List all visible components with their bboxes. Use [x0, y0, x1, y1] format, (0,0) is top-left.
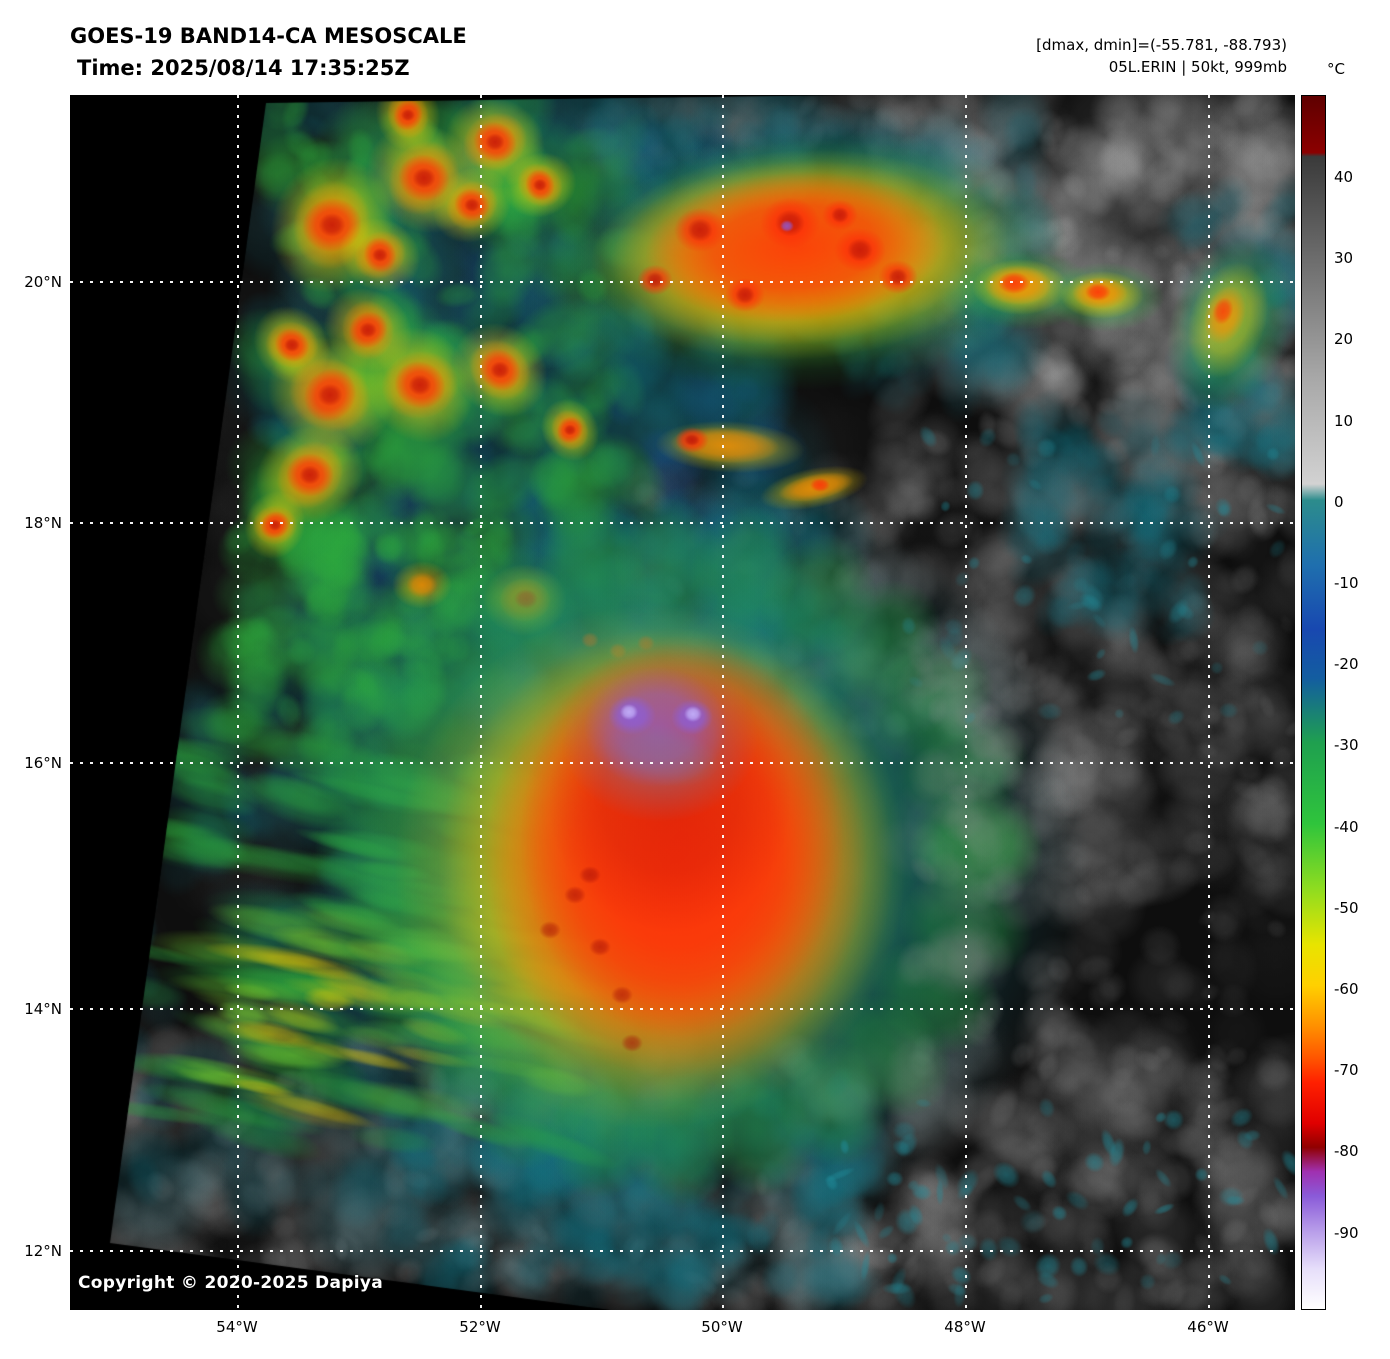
colorbar-tick-label: -80	[1334, 1142, 1359, 1160]
temperature-colorbar	[1301, 95, 1326, 1310]
lon-label-52w: 52°W	[459, 1318, 501, 1336]
colorbar-tick-label: -70	[1334, 1061, 1359, 1079]
dmax-dmin-label: [dmax, dmin]=(-55.781, -88.793)	[1036, 36, 1287, 54]
lon-label-46w: 46°W	[1187, 1318, 1229, 1336]
colorbar-tick-label: -30	[1334, 736, 1359, 754]
lat-label-18n: 18°N	[24, 514, 62, 532]
page-title: GOES-19 BAND14-CA MESOSCALE	[70, 24, 467, 48]
gridline-lat-20n	[70, 281, 1295, 283]
lon-label-50w: 50°W	[701, 1318, 743, 1336]
colorbar-tick-label: -60	[1334, 980, 1359, 998]
timestamp-label: Time: 2025/08/14 17:35:25Z	[77, 56, 410, 80]
colorbar-tick-label: 40	[1334, 168, 1354, 186]
gridline-lon-46w	[1208, 95, 1210, 1310]
colorbar-tick-label: -40	[1334, 818, 1359, 836]
gridline-lat-12n	[70, 1250, 1295, 1252]
gridline-lat-18n	[70, 522, 1295, 524]
lat-label-20n: 20°N	[24, 273, 62, 291]
satellite-image-canvas	[70, 95, 1295, 1310]
colorbar-tick-label: -20	[1334, 655, 1359, 673]
colorbar-unit-label: °C	[1327, 60, 1345, 78]
gridline-lon-52w	[480, 95, 482, 1310]
gridline-lat-14n	[70, 1008, 1295, 1010]
colorbar-tick-label: 0	[1334, 493, 1344, 511]
lon-label-48w: 48°W	[944, 1318, 986, 1336]
lon-label-54w: 54°W	[216, 1318, 258, 1336]
colorbar-tick-label: 20	[1334, 330, 1354, 348]
satellite-plot: Copyright © 2020-2025 Dapiya	[70, 95, 1295, 1310]
copyright-label: Copyright © 2020-2025 Dapiya	[78, 1273, 383, 1293]
lat-label-14n: 14°N	[24, 1000, 62, 1018]
gridline-lon-48w	[965, 95, 967, 1310]
lat-label-16n: 16°N	[24, 754, 62, 772]
gridline-lat-16n	[70, 762, 1295, 764]
colorbar-tick-label: 10	[1334, 412, 1354, 430]
colorbar-tick-label: -90	[1334, 1224, 1359, 1242]
colorbar-tick-label: -50	[1334, 899, 1359, 917]
gridline-lon-50w	[722, 95, 724, 1310]
storm-info-label: 05L.ERIN | 50kt, 999mb	[1108, 58, 1287, 76]
colorbar-tick-label: 30	[1334, 249, 1354, 267]
gridline-lon-54w	[237, 95, 239, 1310]
lat-label-12n: 12°N	[24, 1242, 62, 1260]
colorbar-tick-label: -10	[1334, 574, 1359, 592]
